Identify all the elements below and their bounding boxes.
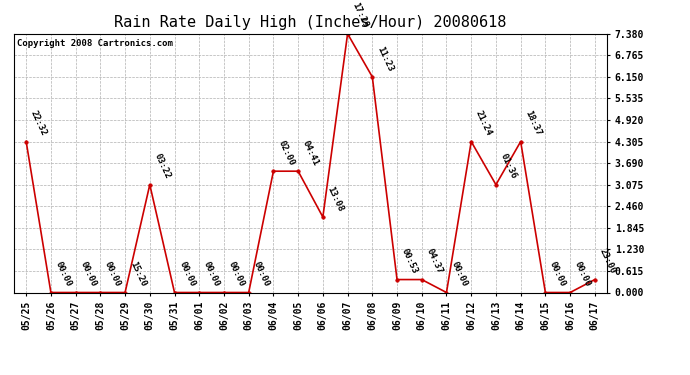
Text: 00:00: 00:00 <box>449 260 469 288</box>
Text: 18:37: 18:37 <box>524 109 543 137</box>
Text: 00:00: 00:00 <box>251 260 271 288</box>
Title: Rain Rate Daily High (Inches/Hour) 20080618: Rain Rate Daily High (Inches/Hour) 20080… <box>115 15 506 30</box>
Text: 00:00: 00:00 <box>548 260 568 288</box>
Text: 17:29: 17:29 <box>351 2 370 30</box>
Text: 03:22: 03:22 <box>152 152 172 180</box>
Text: 04:41: 04:41 <box>301 139 320 167</box>
Text: 00:00: 00:00 <box>54 260 73 288</box>
Text: 21:24: 21:24 <box>474 109 493 137</box>
Text: 00:00: 00:00 <box>103 260 123 288</box>
Text: 04:37: 04:37 <box>424 247 444 275</box>
Text: 11:23: 11:23 <box>375 45 395 73</box>
Text: Copyright 2008 Cartronics.com: Copyright 2008 Cartronics.com <box>17 39 172 48</box>
Text: 13:08: 13:08 <box>326 185 345 213</box>
Text: 22:32: 22:32 <box>29 109 48 137</box>
Text: 00:00: 00:00 <box>573 260 593 288</box>
Text: 23:00: 23:00 <box>598 247 617 275</box>
Text: 01:36: 01:36 <box>499 152 518 180</box>
Text: 00:00: 00:00 <box>79 260 98 288</box>
Text: 00:53: 00:53 <box>400 247 420 275</box>
Text: 00:00: 00:00 <box>202 260 221 288</box>
Text: 00:00: 00:00 <box>177 260 197 288</box>
Text: 02:00: 02:00 <box>276 139 296 167</box>
Text: 00:00: 00:00 <box>227 260 246 288</box>
Text: 15:20: 15:20 <box>128 260 148 288</box>
